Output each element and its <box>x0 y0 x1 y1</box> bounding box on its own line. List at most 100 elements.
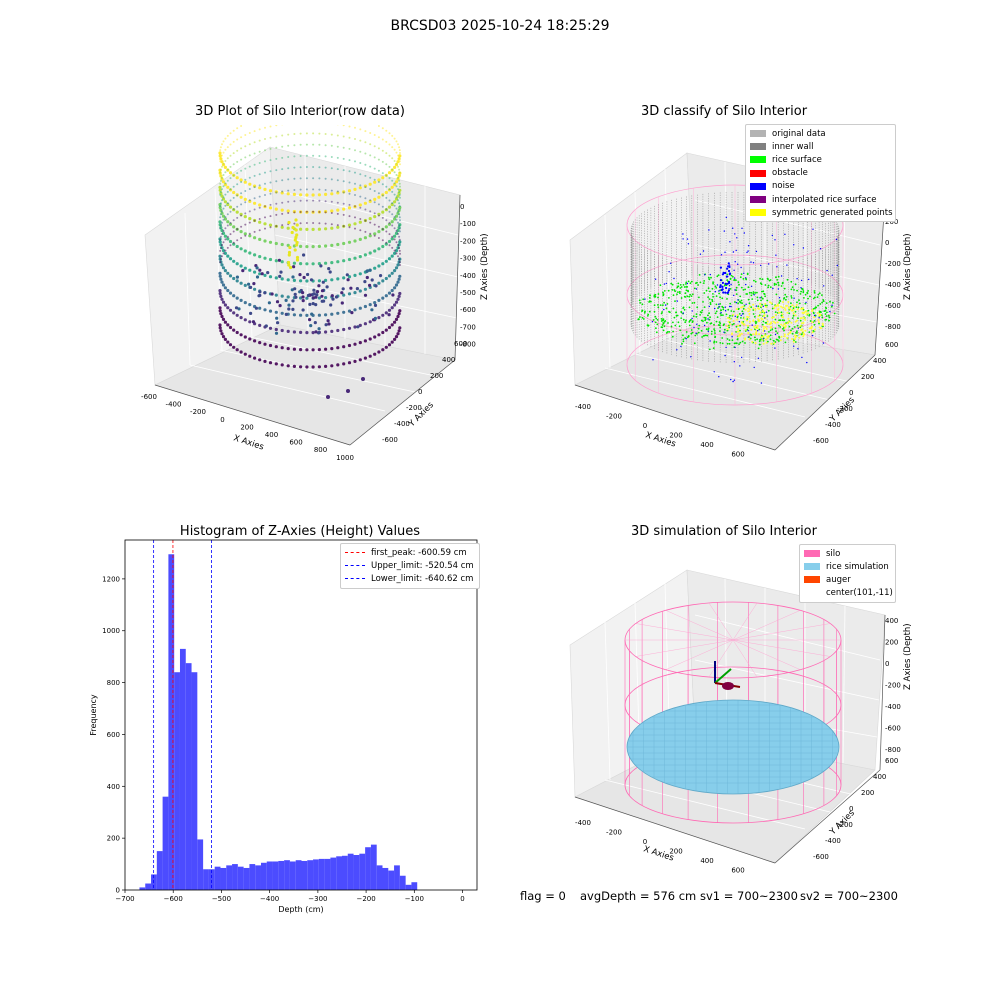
data-point <box>280 328 284 333</box>
symmetric-point <box>813 316 816 319</box>
rice-surface-point <box>706 321 708 324</box>
data-point <box>358 289 362 293</box>
rice-surface-point <box>675 311 677 314</box>
data-point <box>235 296 239 300</box>
symmetric-point <box>766 323 769 326</box>
data-point <box>348 226 351 229</box>
data-point <box>253 197 256 200</box>
data-point <box>311 365 315 369</box>
noise-point <box>733 269 735 271</box>
rice-surface-point <box>674 300 676 302</box>
tick-label: -700 <box>460 323 476 331</box>
data-point <box>287 133 290 136</box>
data-point <box>377 316 381 320</box>
rice-surface-point <box>818 292 821 295</box>
data-point <box>394 283 399 287</box>
data-point <box>281 145 284 148</box>
grid-line <box>694 614 881 661</box>
data-point <box>314 330 318 334</box>
x-tick-label: −600 <box>164 895 183 903</box>
data-point <box>258 150 261 153</box>
data-point <box>258 139 261 142</box>
symmetric-point <box>740 306 743 309</box>
symmetric-point <box>817 321 820 323</box>
histogram-bar <box>249 864 256 890</box>
rice-surface-point <box>682 334 684 337</box>
noise-point <box>714 307 716 310</box>
data-point <box>293 166 296 169</box>
data-point <box>219 213 222 216</box>
data-point <box>226 185 230 189</box>
data-point <box>358 272 362 276</box>
axis-line <box>774 354 876 451</box>
data-point <box>353 291 357 295</box>
rice-surface-point <box>680 317 683 319</box>
data-point <box>311 245 315 249</box>
symmetric-point <box>786 311 789 314</box>
histogram-bar <box>226 865 233 890</box>
data-point <box>396 160 400 164</box>
data-point <box>305 296 309 300</box>
rice-surface-point <box>833 312 836 315</box>
tick-label: 0 <box>643 838 647 846</box>
rice-surface-point <box>735 325 738 328</box>
data-point <box>263 342 267 346</box>
data-point <box>253 287 257 291</box>
data-point <box>305 313 309 317</box>
rice-surface-point <box>682 306 685 309</box>
data-point <box>393 249 396 252</box>
data-point <box>398 291 402 296</box>
data-point <box>218 220 222 224</box>
data-point <box>354 227 356 230</box>
axis-line <box>774 769 881 864</box>
rice-surface-point <box>698 274 701 276</box>
noise-point <box>722 271 725 275</box>
data-point <box>310 312 314 316</box>
rice-surface-point <box>655 327 657 330</box>
data-point <box>391 157 394 160</box>
data-point <box>385 140 388 143</box>
data-point <box>229 233 232 236</box>
data-point <box>290 288 294 292</box>
data-point <box>336 212 339 215</box>
rice-surface-point <box>755 321 758 323</box>
data-point <box>240 225 243 228</box>
data-point <box>395 230 398 232</box>
data-point <box>235 279 239 283</box>
axis-line <box>574 384 776 451</box>
data-point <box>264 171 266 174</box>
data-point <box>390 306 394 310</box>
data-point <box>295 223 299 227</box>
data-point <box>232 259 236 263</box>
data-point <box>232 152 235 155</box>
rice-surface-point <box>737 302 739 305</box>
histogram-bar <box>376 865 383 890</box>
data-point <box>253 141 256 144</box>
noise-point <box>743 272 745 274</box>
noise-point <box>686 238 689 240</box>
rice-surface-point <box>726 338 729 340</box>
data-point <box>270 292 274 296</box>
data-point <box>293 292 297 296</box>
y-tick-label: 800 <box>107 679 120 687</box>
rice-surface-point <box>705 289 708 292</box>
data-point <box>218 326 222 330</box>
data-point <box>294 218 298 222</box>
data-point <box>348 181 351 184</box>
noise-point <box>739 365 741 367</box>
data-point <box>393 303 397 307</box>
data-point <box>358 203 362 207</box>
data-point <box>398 235 401 238</box>
data-point <box>347 257 352 262</box>
data-point <box>321 280 325 284</box>
rice-surface-point <box>694 334 697 337</box>
symmetric-point <box>794 338 796 341</box>
legend-swatch <box>750 143 766 151</box>
noise-point <box>676 300 678 302</box>
data-point <box>264 324 268 328</box>
rice-surface-point <box>814 296 816 299</box>
data-point <box>218 254 222 258</box>
data-point <box>264 138 266 140</box>
rice-surface-point <box>642 298 645 301</box>
symmetric-point <box>802 307 804 310</box>
